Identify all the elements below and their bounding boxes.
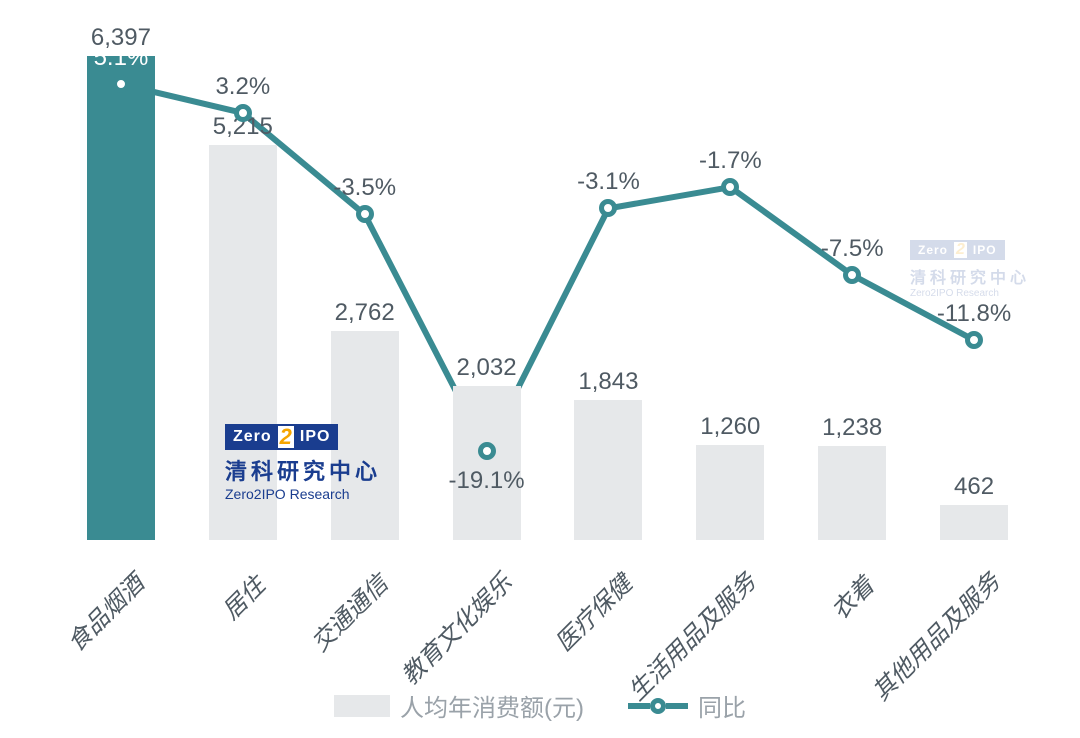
watermark-badge-two: 2 <box>954 242 967 258</box>
line-value-label: 5.1% <box>94 44 149 72</box>
bar-value-label: 2,762 <box>335 299 395 327</box>
bar-value-label: 462 <box>954 473 994 501</box>
legend-swatch-line <box>628 698 688 714</box>
category-label: 食品烟酒 <box>58 566 151 659</box>
category-label: 教育文化娱乐 <box>391 564 518 691</box>
line-marker <box>356 205 374 223</box>
line-value-label: -3.1% <box>577 168 640 196</box>
line-value-label: -7.5% <box>821 235 884 263</box>
legend-item-bars: 人均年消费额(元) <box>334 688 584 723</box>
bar-value-label: 2,032 <box>457 354 517 382</box>
watermark-faint: Zero2IPO 清科研究中心Zero2IPO Research <box>910 240 1030 299</box>
watermark-badge-two: 2 <box>278 426 294 448</box>
bar <box>209 145 277 540</box>
category-label: 生活用品及服务 <box>619 563 763 707</box>
combo-chart: 6,3975,2152,7622,0321,8431,2601,2384625.… <box>0 0 1080 738</box>
category-label: 衣着 <box>822 567 881 626</box>
legend-swatch-bar <box>334 695 390 717</box>
category-label: 医疗保健 <box>546 566 639 659</box>
category-label: 居住 <box>212 567 271 626</box>
bar <box>453 386 521 540</box>
bar <box>574 400 642 540</box>
watermark-badge: Zero2IPO <box>910 240 1005 260</box>
line-marker <box>599 199 617 217</box>
line-value-label: 3.2% <box>215 73 270 101</box>
watermark-badge-zero: Zero <box>912 242 954 258</box>
bar <box>87 56 155 540</box>
legend: 人均年消费额(元) 同比 <box>0 688 1080 723</box>
category-label: 交通通信 <box>302 566 395 659</box>
line-marker <box>478 442 496 460</box>
legend-item-line: 同比 <box>628 688 746 723</box>
line-marker <box>965 331 983 349</box>
line-marker <box>234 104 252 122</box>
line-value-label: -11.8% <box>937 300 1011 328</box>
bar <box>331 331 399 540</box>
category-label: 其他用品及服务 <box>863 563 1007 707</box>
line-value-label: -1.7% <box>699 147 762 175</box>
watermark-en: Zero2IPO Research <box>910 288 1030 299</box>
bar <box>696 445 764 540</box>
legend-label-bars: 人均年消费额(元) <box>400 688 584 723</box>
bar <box>940 505 1008 540</box>
watermark-cn: 清科研究中心 <box>910 264 1030 288</box>
bar <box>818 446 886 540</box>
line-marker <box>843 266 861 284</box>
legend-label-line: 同比 <box>698 688 746 723</box>
line-value-label: -19.1% <box>449 467 525 495</box>
bar-value-label: 1,238 <box>822 414 882 442</box>
line-value-label: -3.5% <box>333 174 396 202</box>
line-marker <box>112 75 130 93</box>
line-marker <box>721 178 739 196</box>
watermark-badge-ipo: IPO <box>967 242 1003 258</box>
bar-value-label: 1,843 <box>578 368 638 396</box>
bar-value-label: 1,260 <box>700 413 760 441</box>
